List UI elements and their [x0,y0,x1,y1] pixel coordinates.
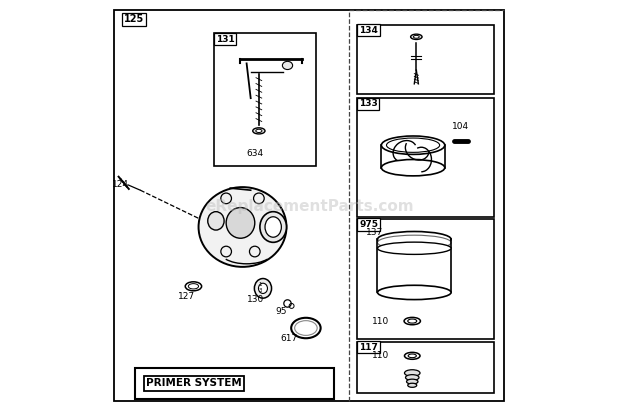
Text: 104: 104 [452,122,469,131]
Ellipse shape [386,138,440,153]
Text: 131: 131 [216,35,235,44]
Bar [214,33,316,166]
Text: 1
3: 1 3 [259,282,262,292]
Bar [357,25,494,94]
Text: 634: 634 [247,149,264,158]
Ellipse shape [198,187,286,267]
Ellipse shape [282,61,293,70]
Ellipse shape [378,285,451,299]
Text: 134: 134 [359,26,378,35]
Bar [357,98,494,217]
Text: 124: 124 [112,180,130,189]
Text: 110: 110 [372,351,389,360]
Text: 617: 617 [281,334,298,343]
Ellipse shape [188,284,198,289]
Bar [135,368,334,399]
Ellipse shape [185,282,202,291]
Text: PRIMER SYSTEM: PRIMER SYSTEM [146,378,242,388]
Text: 125: 125 [124,14,144,24]
Ellipse shape [208,212,224,230]
Ellipse shape [265,217,281,237]
Ellipse shape [414,35,419,38]
Ellipse shape [294,321,317,335]
Ellipse shape [381,136,445,154]
Text: 133: 133 [359,99,378,108]
Ellipse shape [404,370,420,376]
Ellipse shape [404,317,420,325]
Ellipse shape [253,128,265,134]
Text: 127: 127 [179,292,195,301]
Ellipse shape [405,375,419,380]
Text: 117: 117 [359,343,378,352]
Text: 110: 110 [372,317,389,326]
Ellipse shape [404,352,420,360]
Ellipse shape [408,354,417,357]
Ellipse shape [378,235,451,250]
Text: 975: 975 [359,220,378,229]
Ellipse shape [407,379,418,384]
Bar [357,219,494,339]
Text: 137: 137 [366,228,383,237]
Ellipse shape [378,242,451,254]
Bar [357,342,494,393]
Ellipse shape [256,129,262,133]
Ellipse shape [259,283,267,294]
Ellipse shape [408,383,417,387]
Ellipse shape [410,34,422,40]
Ellipse shape [291,318,321,338]
Ellipse shape [260,212,286,242]
Ellipse shape [381,160,445,176]
Text: 95: 95 [275,307,286,316]
Ellipse shape [254,279,272,298]
Ellipse shape [408,319,417,323]
Ellipse shape [226,208,255,238]
Text: 130: 130 [247,295,264,304]
Text: eReplacementParts.com: eReplacementParts.com [206,199,414,214]
Ellipse shape [378,231,451,247]
